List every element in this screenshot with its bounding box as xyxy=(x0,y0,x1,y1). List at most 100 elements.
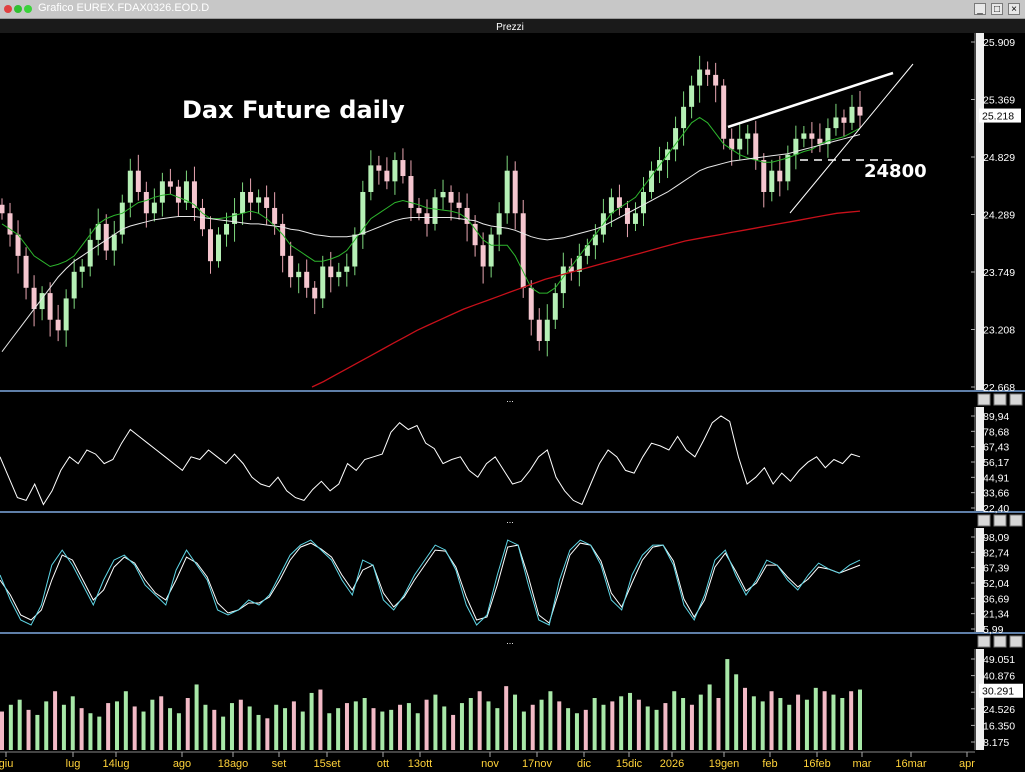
candle-body xyxy=(528,287,534,320)
volume-bar xyxy=(610,701,615,750)
y-tick-label: 52,04 xyxy=(983,578,1009,590)
close-dot-icon[interactable] xyxy=(4,5,12,13)
volume-bar xyxy=(459,703,464,750)
volume-bar xyxy=(0,711,4,750)
volume-bar xyxy=(123,691,128,750)
y-tick-label: 33,66 xyxy=(983,488,1009,500)
volume-bar xyxy=(654,709,659,750)
oscillator-1-line xyxy=(0,415,861,506)
candle-body xyxy=(608,197,614,214)
volume-bar xyxy=(159,696,164,750)
candle-body xyxy=(103,223,109,251)
volume-bar xyxy=(530,704,535,750)
candle-body xyxy=(256,197,262,203)
candle-body xyxy=(673,128,679,150)
y-tick-label: 40.876 xyxy=(983,671,1015,683)
close-button[interactable]: × xyxy=(1008,3,1020,15)
y-tick-label: 22.668 xyxy=(983,382,1015,394)
volume-bar xyxy=(353,701,358,750)
candle-body xyxy=(167,181,173,187)
volume-bar xyxy=(61,704,66,750)
volume-bar xyxy=(636,699,641,750)
candle-body xyxy=(721,85,727,139)
candle-body xyxy=(649,170,655,192)
maximize-dot-icon[interactable] xyxy=(14,5,22,13)
chart-title: Dax Future daily xyxy=(182,96,405,124)
candle-body xyxy=(87,239,93,267)
candle-body xyxy=(352,234,358,267)
candle-body xyxy=(15,234,21,256)
candle-body xyxy=(336,271,342,278)
volume-bar xyxy=(150,699,155,750)
y-tick-label: 56,17 xyxy=(983,457,1009,469)
panel-2-plot-area xyxy=(0,407,975,511)
candle-body xyxy=(576,255,582,272)
volume-bar xyxy=(318,689,323,750)
x-tick-label: 16feb xyxy=(803,758,831,770)
candle-body xyxy=(520,213,526,288)
last-volume-marker xyxy=(979,683,1023,698)
panel-minimize-button xyxy=(977,514,991,527)
x-tick-label: ago xyxy=(173,758,191,770)
volume-bar xyxy=(256,714,261,750)
candle-body xyxy=(272,207,278,224)
candle-body xyxy=(640,191,646,214)
candle-body xyxy=(737,138,743,150)
volume-bar xyxy=(822,691,827,750)
y-tick-label: 24.526 xyxy=(983,704,1015,716)
candle-body xyxy=(55,319,61,331)
volume-bar xyxy=(53,691,58,750)
resistance-trendline xyxy=(727,71,894,129)
y-tick-label: 23.749 xyxy=(983,267,1015,279)
minimize-dot-icon[interactable] xyxy=(24,5,32,13)
panel-minimize-button xyxy=(977,393,991,406)
candle-body xyxy=(705,69,711,75)
candle-body xyxy=(488,234,494,267)
candle-body xyxy=(63,298,69,331)
y-tick-label: 82,74 xyxy=(983,547,1009,559)
candle-body xyxy=(456,202,462,208)
candle-body xyxy=(304,271,310,288)
volume-bar xyxy=(681,698,686,750)
volume-bar xyxy=(398,704,403,750)
candle-body xyxy=(119,202,125,235)
panel-restore-button xyxy=(993,393,1007,406)
candle-body xyxy=(151,202,157,214)
minimize-button[interactable]: _ xyxy=(974,3,986,15)
volume-bar xyxy=(858,689,862,750)
candle-body xyxy=(127,170,133,203)
candle-body xyxy=(71,271,77,299)
volume-bar xyxy=(185,698,190,750)
x-axis-strip xyxy=(0,752,1025,772)
restore-button[interactable]: □ xyxy=(991,3,1003,15)
volume-bar xyxy=(212,709,217,750)
volume-bar xyxy=(813,687,818,750)
candle-body xyxy=(135,170,141,192)
volume-bar xyxy=(70,696,75,750)
candle-body xyxy=(729,138,735,150)
candle-body xyxy=(841,117,847,123)
moving-average-20-line xyxy=(1,116,861,294)
x-tick-label: 15set xyxy=(314,758,341,770)
candle-body xyxy=(408,176,414,208)
volume-bar xyxy=(840,698,845,750)
volume-bar xyxy=(247,706,252,750)
volume-bar xyxy=(592,698,597,750)
volume-bar xyxy=(539,699,544,750)
y-tick-label: 25.909 xyxy=(983,37,1015,49)
candle-body xyxy=(689,85,695,107)
candle-body xyxy=(416,207,422,214)
panel-close-button xyxy=(1009,393,1023,406)
separator-3 xyxy=(0,632,1025,649)
volume-bar xyxy=(336,708,341,750)
candle-body xyxy=(560,266,566,294)
level-24800-label: 24800 xyxy=(864,161,927,182)
panel-minimize-button xyxy=(977,635,991,648)
candle-body xyxy=(360,191,366,235)
volume-bar xyxy=(849,691,854,750)
y-tick-label: 67,43 xyxy=(983,442,1009,454)
volume-bar xyxy=(291,701,296,750)
candle-body xyxy=(79,266,85,272)
candle-body xyxy=(761,160,767,192)
